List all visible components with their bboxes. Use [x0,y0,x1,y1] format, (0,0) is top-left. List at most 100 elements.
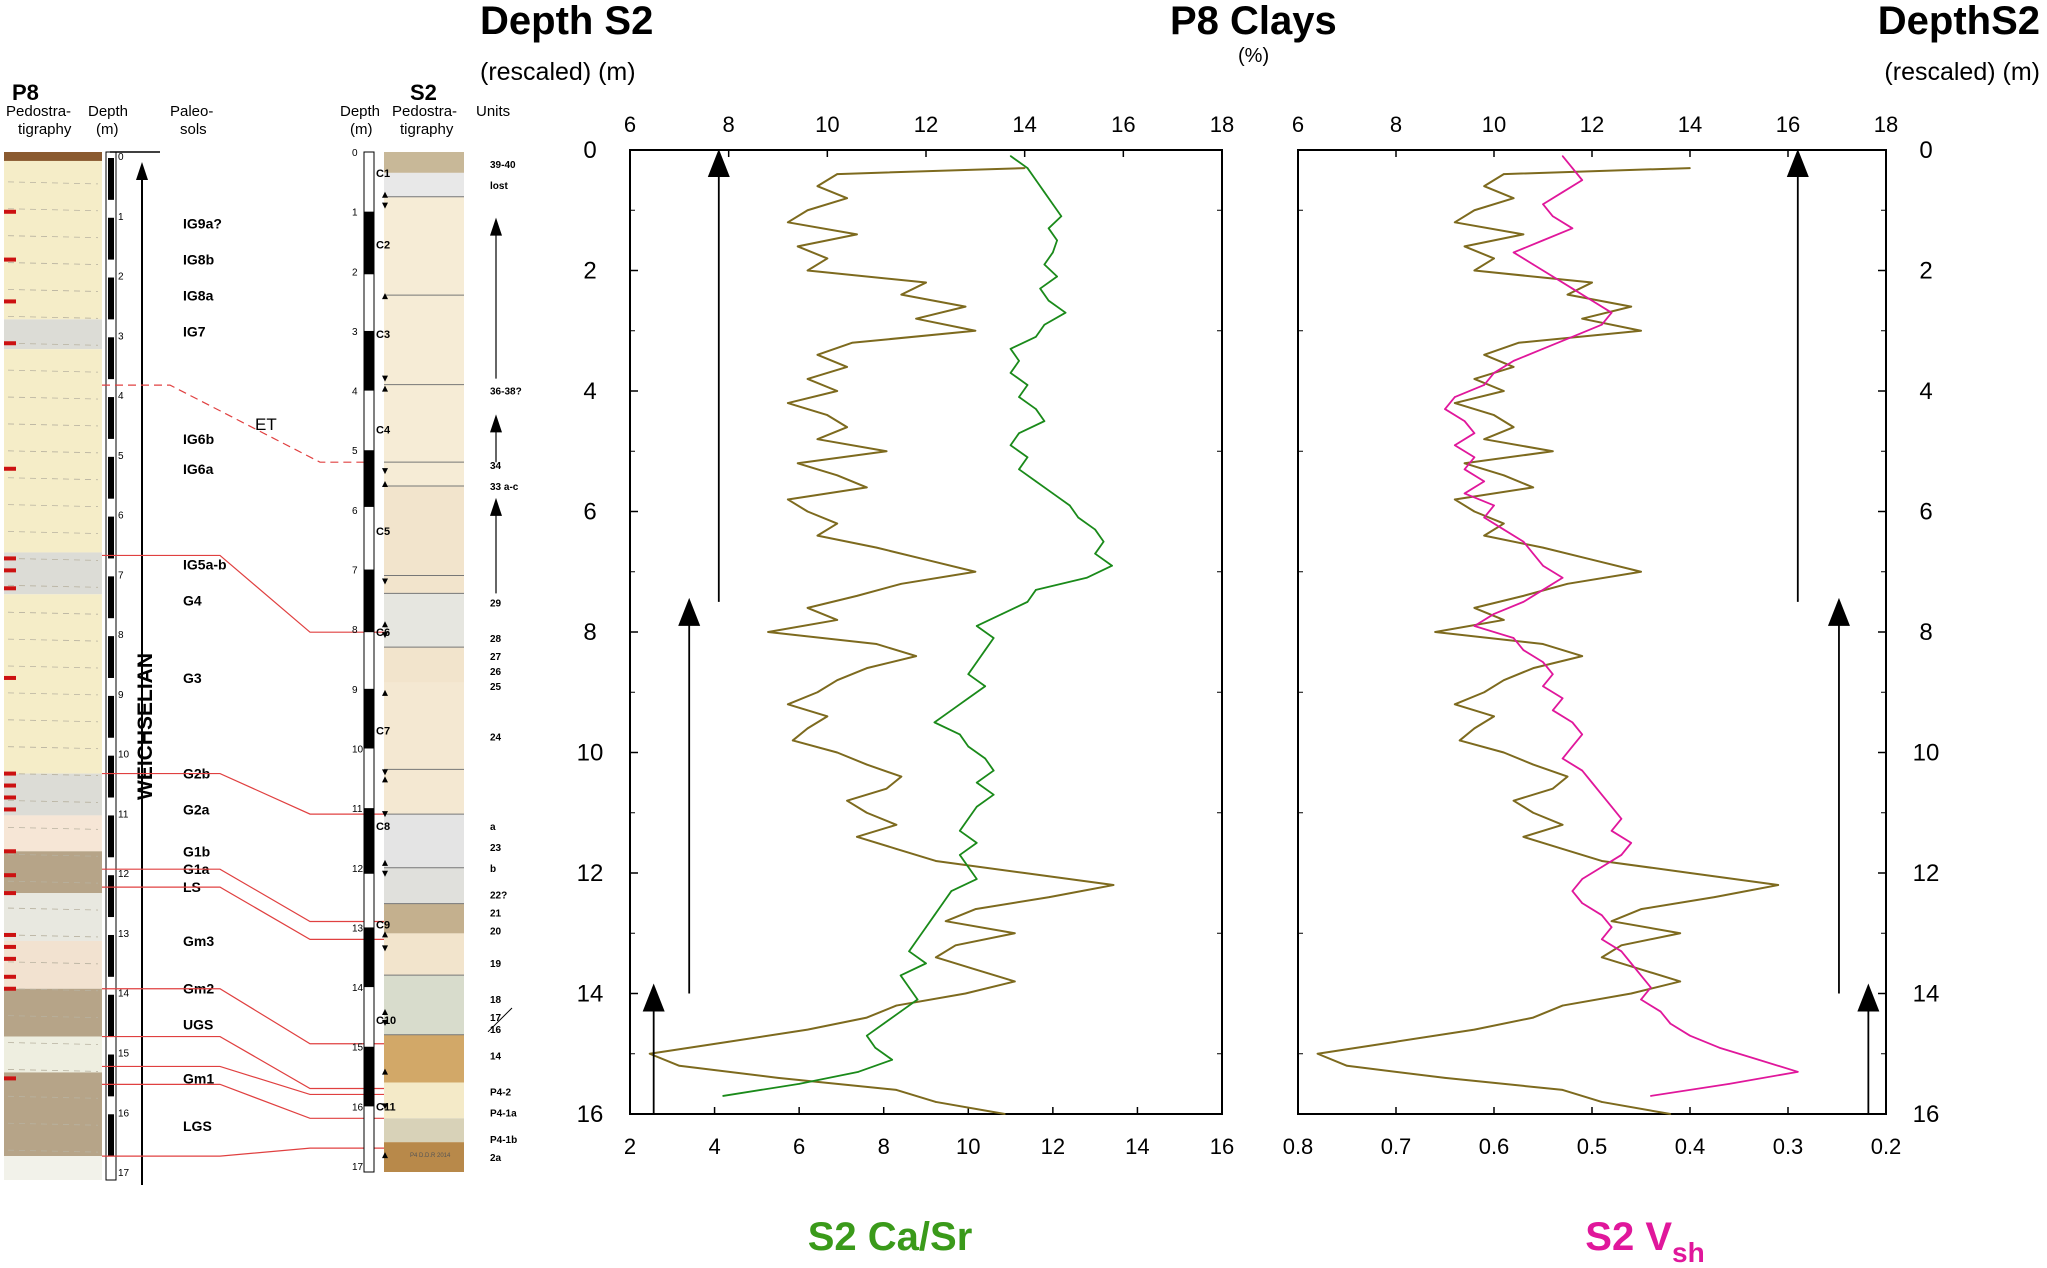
paleosol-label: IG5a-b [183,556,227,572]
trend-arrow-head [642,983,665,1012]
data-point [846,426,848,428]
unit-label: 18 [490,995,502,1006]
unit-label: 20 [490,926,502,937]
p8-layer [4,594,102,774]
data-point [1004,1113,1006,1115]
data-point [1689,872,1691,874]
p8-depth-segment [108,337,114,380]
data-point [826,715,829,718]
data-point [1610,311,1613,314]
unit-label: 36-38? [490,387,522,398]
data-point [875,546,878,549]
data-point [950,890,953,892]
data-point [1085,576,1088,579]
p8-red-marker [4,466,16,471]
data-point [1601,938,1603,941]
data-point [964,305,967,308]
s2-layer [384,172,464,197]
data-point [1512,360,1515,362]
unit-arrow-head [490,497,502,516]
p8-title: P8 [12,80,39,105]
data-point [866,763,868,766]
data-point [1620,817,1623,820]
data-point [1035,480,1037,483]
s2-layer [384,486,464,594]
unit-label: a [490,822,496,833]
s2-column: S2 Depth (m) Pedostra- tigraphy Units 0 1… [340,80,522,1173]
s2-depth-tick: 14 [352,983,364,994]
core-label: C4 [376,424,391,436]
core-label: C3 [376,329,390,341]
correlation-line [102,886,384,940]
p8-depth-tick: 2 [118,272,124,283]
data-point [935,956,937,959]
data-point [1009,348,1012,350]
data-point [1532,811,1534,814]
depth-tick-label: 0 [583,137,596,164]
core-marker [382,191,388,198]
data-point [1047,227,1050,230]
p8-depth-segment [108,1054,114,1097]
unit-label: 28 [490,634,502,645]
s2-layer [384,867,464,904]
data-point [1532,1016,1534,1019]
s2-unit-arrows [487,217,513,1033]
s2-col-pedo-2: tigraphy [400,121,454,138]
data-point [1522,601,1525,603]
data-point [1512,799,1515,802]
data-point [1039,287,1041,290]
left-depth-subtitle: (rescaled) (m) [480,58,636,86]
p8-layer [4,1036,102,1073]
data-point [836,619,838,621]
data-point [1757,1058,1760,1061]
weichselian-arrow-head [136,162,148,180]
data-point [1483,354,1485,356]
p8-depth-segment [108,158,114,200]
p8-depth-tick: 5 [118,451,124,462]
core-marker [382,776,388,783]
data-point [959,733,961,736]
data-point [1561,757,1564,760]
left-depth-title: Depth S2 [480,0,653,43]
s2-depth-tick: 12 [352,864,364,875]
p8-depth-segment [108,1114,114,1157]
data-point [1542,239,1544,242]
data-point [1620,950,1623,953]
correlation-line [102,1035,384,1090]
p8-texture [7,584,99,588]
p8-texture [7,773,99,776]
data-point [1679,980,1681,983]
core-label: C1 [376,168,390,180]
data-point [1542,589,1544,591]
right-plot: 6 8 10 12 14 16 18 0.8 0.7 0.6 0.5 0.4 0.3 0.2 0 2 4 6 8 10… [1283,112,1940,1159]
data-point [1512,637,1515,639]
data-point [975,805,978,808]
p8-texture [7,853,99,857]
p8-red-marker [4,209,16,214]
top-tick-label: 12 [1580,112,1604,137]
data-point [1561,824,1564,826]
core-marker [382,870,388,877]
paleosol-label: UGS [183,1017,213,1033]
data-point [1542,564,1544,567]
depth-tick-label: 8 [583,619,596,646]
data-point [975,625,978,627]
data-point [1650,986,1652,989]
trend-arrow-head [1786,149,1809,178]
data-point [1026,601,1029,603]
data-point [1094,528,1096,531]
p8-depth-tick: 14 [118,989,130,1000]
data-point [1561,1089,1564,1091]
paleosol-label: IG6b [183,431,214,447]
p8-depth-tick: 8 [118,630,124,641]
p8-depth-segment [108,217,114,260]
data-point [1552,215,1554,218]
data-point [915,317,917,320]
data-point [1493,613,1495,615]
s2-depth-tick: 10 [352,744,364,755]
data-point [806,269,809,272]
bottom-tick-label: 0.5 [1577,1134,1608,1159]
data-point [1047,299,1050,302]
data-point [1395,1040,1397,1043]
core-label: C8 [376,821,390,833]
